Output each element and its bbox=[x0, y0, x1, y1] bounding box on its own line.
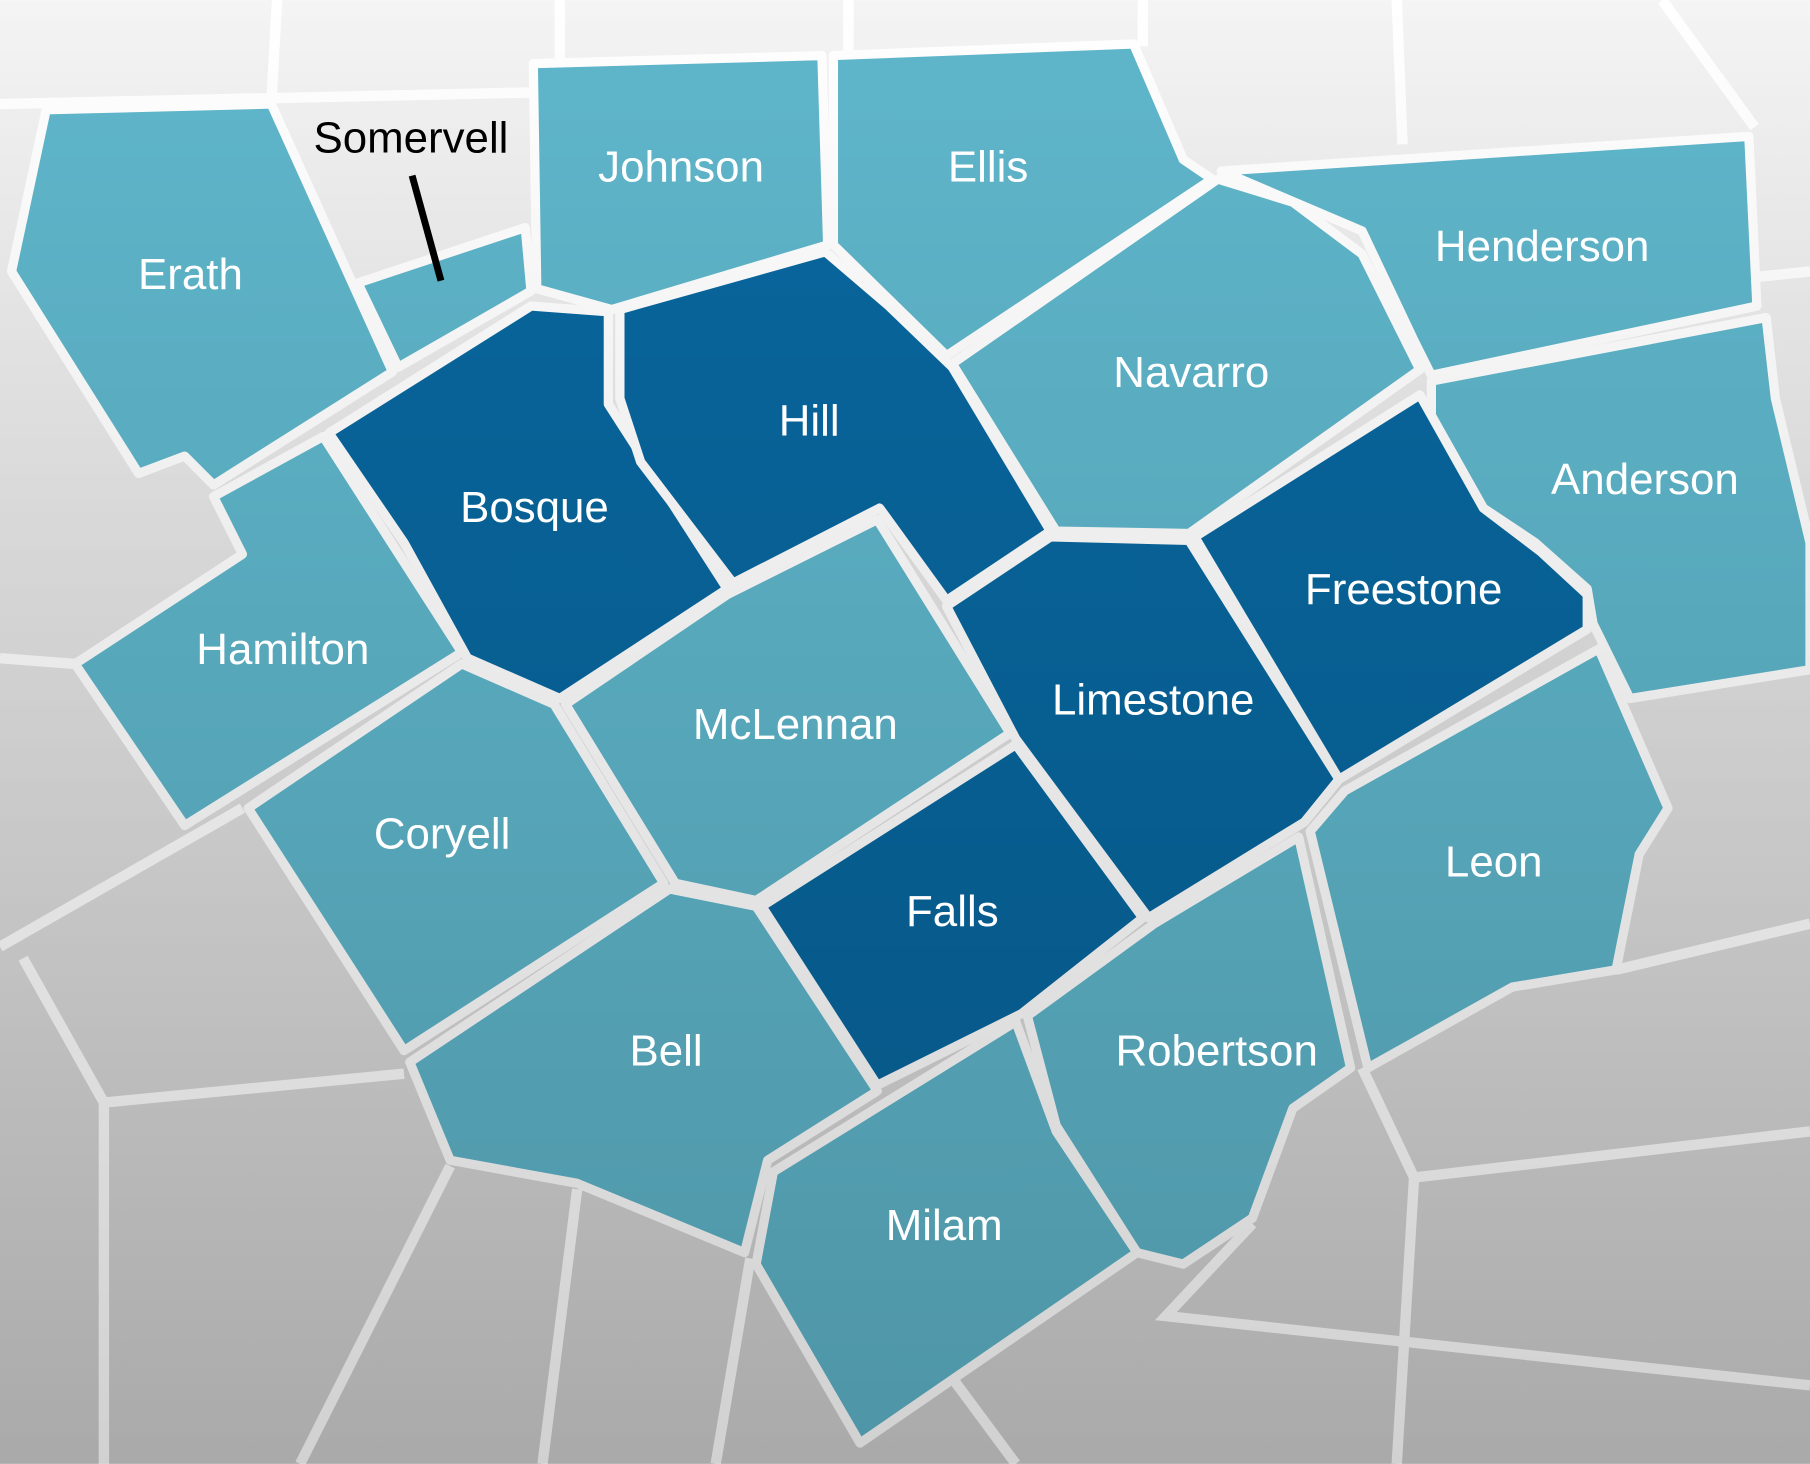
county-label: Falls bbox=[906, 887, 999, 936]
county-label: Anderson bbox=[1551, 455, 1739, 504]
county-label: McLennan bbox=[693, 700, 898, 749]
county-label: Freestone bbox=[1305, 565, 1502, 614]
county-label: Coryell bbox=[374, 810, 510, 859]
county-label: Milam bbox=[886, 1201, 1003, 1250]
county-label: Limestone bbox=[1052, 676, 1254, 725]
county-label: Robertson bbox=[1115, 1027, 1317, 1076]
labels: Erath Somervell Johnson Ellis Henderson Navar… bbox=[138, 114, 1739, 1250]
county-label: Navarro bbox=[1113, 348, 1269, 397]
callout-line bbox=[408, 174, 445, 282]
county-label: Henderson bbox=[1435, 222, 1650, 271]
county-label: Bosque bbox=[460, 483, 609, 532]
county-label: Somervell bbox=[313, 114, 508, 163]
county-label: Johnson bbox=[598, 142, 764, 191]
county-label: Leon bbox=[1445, 837, 1543, 886]
county-label: Ellis bbox=[948, 142, 1028, 191]
county-label: Erath bbox=[138, 250, 243, 299]
county-label: Hamilton bbox=[196, 625, 369, 674]
county-label: Hill bbox=[779, 396, 840, 445]
county-label: Bell bbox=[629, 1027, 702, 1076]
